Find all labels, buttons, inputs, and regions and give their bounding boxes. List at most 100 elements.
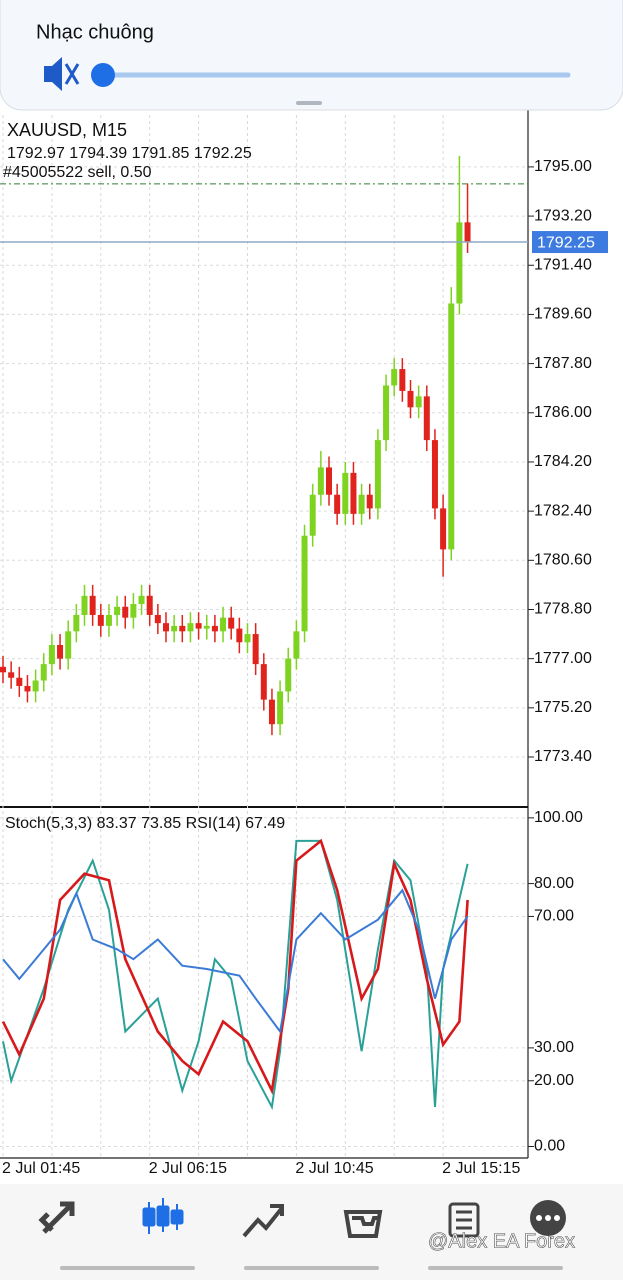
y-tick-label: 1793.20 xyxy=(534,207,592,224)
indicator-title: Stoch(5,3,3) 83.37 73.85 RSI(14) 67.49 xyxy=(5,815,285,832)
drag-handle[interactable] xyxy=(296,101,322,105)
candle-body xyxy=(423,396,430,441)
candle-body xyxy=(220,617,227,632)
y-tick-label: 100.00 xyxy=(534,809,583,826)
candle-body xyxy=(24,685,31,692)
candle-body xyxy=(374,440,381,509)
y-tick-label: 1777.00 xyxy=(534,650,592,667)
candle-body xyxy=(440,508,447,550)
candle-body xyxy=(154,614,161,624)
y-tick-label: 1789.60 xyxy=(534,306,592,323)
candle-body xyxy=(89,595,96,615)
candle-body xyxy=(415,396,422,408)
candle-body xyxy=(171,625,178,632)
candle-body xyxy=(57,644,64,659)
nav-chat[interactable] xyxy=(530,1200,566,1236)
price-tag-label: 1792.25 xyxy=(537,234,595,251)
candle-body xyxy=(334,494,341,514)
gesture-bar xyxy=(60,1266,195,1270)
volume-knob[interactable] xyxy=(91,63,115,87)
nav-quotes[interactable] xyxy=(38,1201,75,1234)
candle-body xyxy=(383,385,390,441)
ohlc-close: 1792.25 xyxy=(194,145,252,162)
nav-news[interactable] xyxy=(448,1202,480,1238)
candle-body xyxy=(366,494,373,509)
ohlc-high: 1794.39 xyxy=(69,145,127,162)
watermark: @Alex EA Forex xyxy=(428,1230,575,1252)
candle-body xyxy=(228,617,235,629)
candle-body xyxy=(81,595,88,615)
candle-body xyxy=(252,634,259,665)
candle-body xyxy=(399,369,406,391)
y-tick-label: 1778.80 xyxy=(534,601,592,618)
y-tick-label: 1791.40 xyxy=(534,256,592,273)
candle-body xyxy=(317,467,324,495)
candle-body xyxy=(114,606,121,615)
bottom-nav xyxy=(0,1184,623,1280)
candle-body xyxy=(456,222,463,304)
candle-body xyxy=(8,672,15,678)
x-tick-label: 2 Jul 01:45 xyxy=(2,1160,80,1177)
candle-body xyxy=(48,644,55,665)
indicator-line xyxy=(2,888,469,1034)
candle-body xyxy=(0,666,6,673)
ohlc-low: 1791.85 xyxy=(132,145,190,162)
candle-body xyxy=(309,494,316,536)
gesture-bar xyxy=(244,1266,379,1270)
speaker xyxy=(44,57,62,91)
nav-history[interactable] xyxy=(343,1210,383,1238)
y-tick-label: 1773.40 xyxy=(534,748,592,765)
plot: 1795.00 1793.20 1791.40 1789.60 1787.80 1786.… xyxy=(0,115,608,1177)
candle-body xyxy=(138,595,145,605)
candle-body xyxy=(179,625,186,632)
y-tick-label: 1780.60 xyxy=(534,552,592,569)
candle-body xyxy=(358,494,365,514)
y-tick-label: 1782.40 xyxy=(534,502,592,519)
candle-body xyxy=(350,472,357,514)
nav-trade[interactable] xyxy=(242,1204,284,1238)
candle-body xyxy=(260,664,267,700)
nav-chart[interactable] xyxy=(142,1198,184,1234)
candle-body xyxy=(195,623,202,629)
candle-body xyxy=(40,664,47,681)
order-label: #45005522 sell, 0.50 xyxy=(3,164,152,181)
indicator-line xyxy=(1,838,469,1095)
candle-body xyxy=(73,614,80,632)
candle-body xyxy=(326,467,332,495)
candle-body xyxy=(211,625,218,632)
candle-body xyxy=(431,440,438,509)
candle-body xyxy=(187,623,194,632)
y-tick-label: 1784.20 xyxy=(534,453,592,470)
candle-body xyxy=(16,677,23,686)
candle-body xyxy=(301,535,308,632)
candle-body xyxy=(236,628,243,643)
price-tag xyxy=(532,231,608,254)
candle-body xyxy=(97,614,104,626)
candle-body xyxy=(391,369,398,386)
gesture-bar xyxy=(428,1266,563,1270)
volume-label: Nhạc chuông xyxy=(36,21,154,43)
candle-body xyxy=(268,699,275,725)
y-tick-label: 20.00 xyxy=(534,1072,574,1089)
candle-body xyxy=(105,614,112,626)
ohlc-open: 1792.97 xyxy=(7,145,65,162)
y-tick-label: 1786.00 xyxy=(534,404,592,421)
indicator-line xyxy=(2,839,469,1111)
x-tick-label: 2 Jul 10:45 xyxy=(295,1160,373,1177)
x-tick-label: 2 Jul 06:15 xyxy=(149,1160,227,1177)
y-tick-label: 80.00 xyxy=(534,875,574,892)
ohlc-line: 1792.97 1794.39 1791.85 1792.25 xyxy=(7,145,252,162)
candle-body xyxy=(448,303,455,550)
candle-body xyxy=(146,595,153,615)
y-tick-label: 30.00 xyxy=(534,1039,574,1056)
y-tick-label: 70.00 xyxy=(534,908,574,925)
candle-body xyxy=(203,625,210,629)
mute-icon[interactable] xyxy=(44,57,80,91)
candle-body xyxy=(32,680,39,692)
candle-body xyxy=(130,604,137,618)
candle-body xyxy=(277,691,284,725)
candle-body xyxy=(407,390,414,408)
